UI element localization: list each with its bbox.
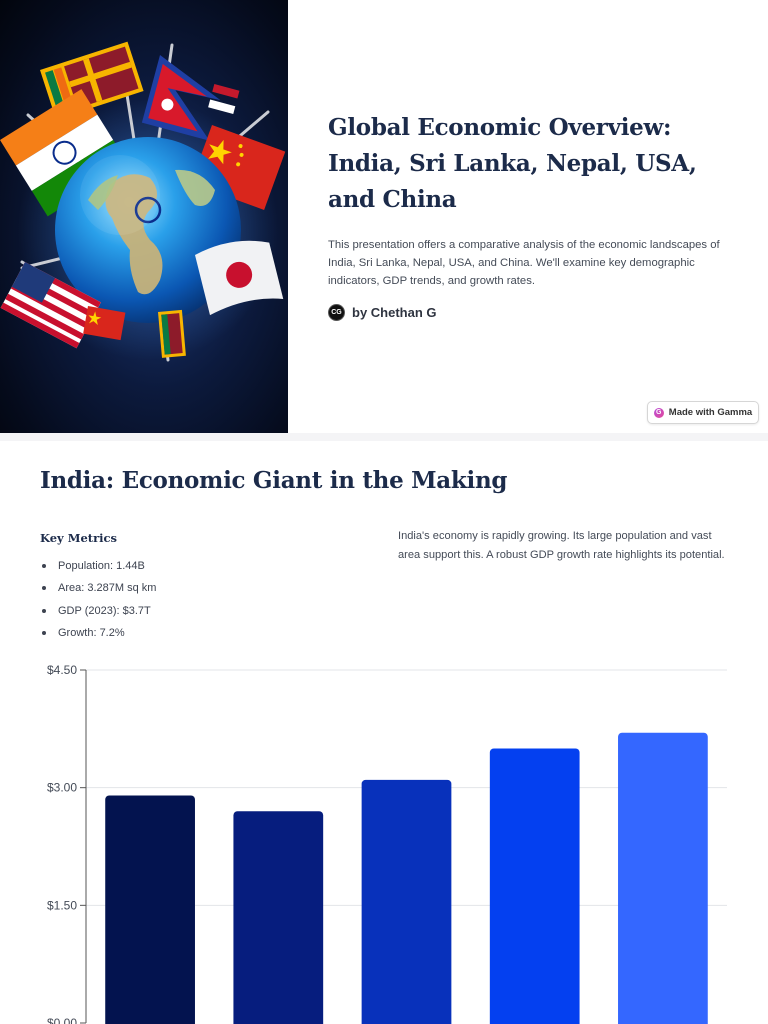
title-slide-content: Global Economic Overview: India, Sri Lan… xyxy=(328,110,738,321)
key-metrics: Key Metrics Population: 1.44B Area: 3.28… xyxy=(40,531,360,644)
bar xyxy=(105,795,195,1024)
y-tick-label: $3.00 xyxy=(47,781,77,795)
bar xyxy=(233,811,324,1024)
made-with-gamma-button[interactable]: G Made with Gamma xyxy=(647,401,759,424)
chart-svg: $0.00 $1.50 $3.00 $4.50 xyxy=(47,663,727,1024)
y-tick-label: $4.50 xyxy=(47,663,77,677)
presentation-description: This presentation offers a comparative a… xyxy=(328,239,720,287)
bar xyxy=(361,779,452,1024)
gamma-logo-icon: G xyxy=(653,407,664,418)
made-with-gamma-label: Made with Gamma xyxy=(668,407,753,418)
india-slide: India: Economic Giant in the Making Key … xyxy=(0,441,768,1024)
author-byline: CG by Chethan G xyxy=(328,304,738,321)
title-slide: Global Economic Overview: India, Sri Lan… xyxy=(0,0,768,433)
avatar: CG xyxy=(328,304,345,321)
bar xyxy=(618,732,708,1024)
slide-title: India: Economic Giant in the Making xyxy=(40,467,508,494)
bar xyxy=(489,748,580,1024)
gdp-bar-chart: $0.00 $1.50 $3.00 $4.50 xyxy=(0,646,768,1024)
list-item: Growth: 7.2% xyxy=(40,622,360,644)
list-item: Area: 3.287M sq km xyxy=(40,577,360,599)
presentation-title: Global Economic Overview: India, Sri Lan… xyxy=(328,114,697,213)
metrics-heading: Key Metrics xyxy=(40,531,118,545)
globe-with-flags-illustration xyxy=(0,41,286,362)
slide-divider xyxy=(0,433,768,441)
list-item: GDP (2023): $3.7T xyxy=(40,600,360,622)
slide-description: India's economy is rapidly growing. Its … xyxy=(398,530,725,561)
list-item: Population: 1.44B xyxy=(40,555,360,577)
y-tick-label: $0.00 xyxy=(47,1016,77,1024)
author-name: by Chethan G xyxy=(352,305,437,320)
metrics-list: Population: 1.44B Area: 3.287M sq km GDP… xyxy=(40,555,360,644)
y-tick-label: $1.50 xyxy=(47,898,77,912)
hero-image xyxy=(0,0,288,433)
